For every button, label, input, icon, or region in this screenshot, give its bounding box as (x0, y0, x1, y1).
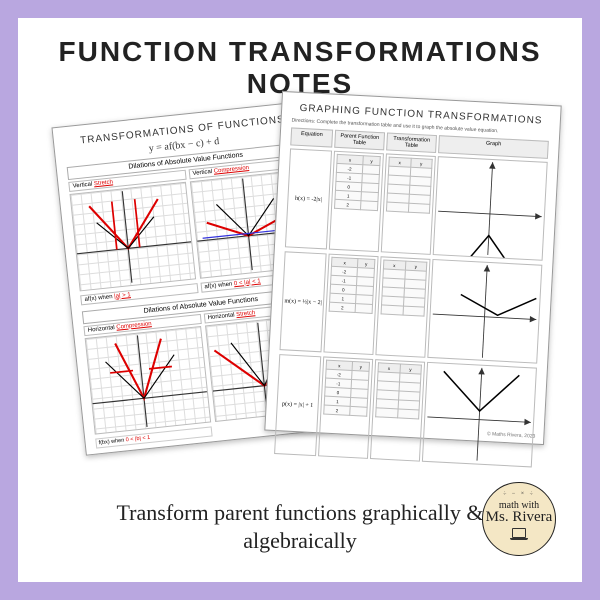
ws-row: p(x) = |x| + 1xy-2-1012xy (274, 355, 537, 468)
parent-table-cell: xy-2-1012 (318, 357, 373, 459)
equation-cell: p(x) = |x| + 1 (274, 355, 321, 456)
xy-table: xy-2-1012 (329, 257, 376, 314)
transform-table-cell: xy (375, 257, 430, 359)
col-parent: Parent Function Table (334, 130, 385, 151)
main-title: FUNCTION TRANSFORMATIONS NOTES (18, 36, 582, 100)
ws-row: h(x) = -2|x|xy-2-1012xy (285, 148, 548, 261)
logo-deco: ÷ − × ÷ (503, 491, 535, 497)
page: FUNCTION TRANSFORMATIONS NOTES TRANSFORM… (18, 18, 582, 582)
xy-table: xy-2-1012 (323, 360, 370, 417)
transform-table-cell: xy (370, 360, 425, 462)
graph-cell (422, 362, 537, 467)
brand-logo: ÷ − × ÷ math with Ms. Rivera (482, 482, 556, 556)
equation-cell: m(x) = ½|x − 2| (279, 252, 326, 353)
equation-cell: h(x) = -2|x| (285, 148, 332, 249)
col-equation: Equation (290, 127, 333, 147)
ws-row: m(x) = ½|x − 2|xy-2-1012xy (279, 252, 542, 365)
grid-horizontal-compression (85, 325, 212, 434)
parent-table-cell: xy-2-1012 (329, 151, 384, 253)
col-transform: Transformation Table (386, 132, 437, 153)
graph-cell (427, 259, 542, 364)
laptop-icon (512, 528, 526, 538)
col-graph: Graph (438, 135, 549, 159)
xy-table: xy-2-1012 (334, 154, 381, 211)
xy-table: xy (381, 260, 428, 317)
xy-table: xy (375, 363, 422, 420)
worksheet-graphing: GRAPHING FUNCTION TRANSFORMATIONS Direct… (264, 91, 561, 445)
parent-table-cell: xy-2-1012 (323, 254, 378, 356)
logo-line2: Ms. Rivera (486, 510, 553, 525)
xy-table: xy (386, 157, 433, 214)
graph-cell (433, 156, 548, 261)
grid-vertical-stretch (70, 182, 197, 291)
transform-table-cell: xy (381, 154, 436, 256)
